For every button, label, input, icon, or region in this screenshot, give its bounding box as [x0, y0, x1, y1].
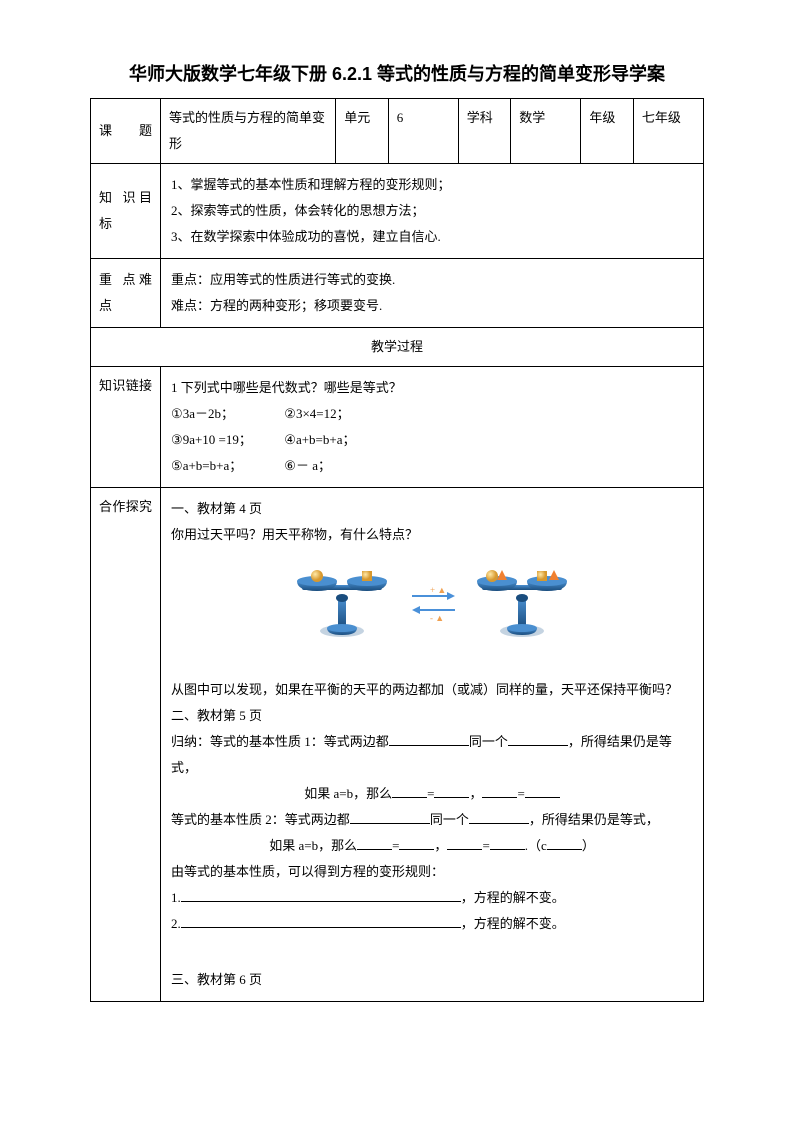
- link-r1b: ②3×4=12；: [284, 406, 349, 421]
- blank[interactable]: [525, 785, 560, 798]
- blank[interactable]: [399, 837, 434, 850]
- s2-r2: 2.: [171, 916, 181, 931]
- s2-rule: 由等式的基本性质，可以得到方程的变形规则：: [171, 859, 693, 885]
- worksheet-table: 课题 等式的性质与方程的简单变形 单元 6 学科 数学 年级 七年级 知 识目标…: [90, 98, 704, 1002]
- keypoints-line1: 重点：应用等式的性质进行等式的变换.: [171, 267, 693, 293]
- link-r1a: ①3a－2b；: [171, 401, 281, 427]
- link-row3: ⑤a+b=b+a； ⑥－ a；: [171, 453, 693, 479]
- link-r3a: ⑤a+b=b+a；: [171, 453, 281, 479]
- s2-prop1: 归纳：等式的基本性质 1：等式两边都同一个，所得结果仍是等式，: [171, 729, 693, 781]
- s1-title: 一、教材第 4 页: [171, 496, 693, 522]
- subject-value: 数学: [511, 99, 581, 164]
- explore-content: 一、教材第 4 页 你用过天平吗？用天平称物，有什么特点？: [161, 488, 704, 1002]
- s2-p2c: ，所得结果仍是等式，: [529, 812, 659, 827]
- s2-if2d: ）: [582, 838, 595, 853]
- balance-diagram: + ▲ - ▲: [171, 548, 693, 677]
- knowledge-row: 知 识目标 1、掌握等式的基本性质和理解方程的变形规则； 2、探索等式的性质，体…: [91, 164, 704, 259]
- link-r3b: ⑥－ a；: [284, 458, 331, 473]
- keypoints-label: 重 点难点: [91, 259, 161, 328]
- s2-title: 二、教材第 5 页: [171, 703, 693, 729]
- s2-r1: 1.: [171, 890, 181, 905]
- blank[interactable]: [389, 733, 469, 746]
- link-row: 知识链接 1 下列式中哪些是代数式？哪些是等式？ ①3a－2b； ②3×4=12…: [91, 367, 704, 488]
- knowledge-content: 1、掌握等式的基本性质和理解方程的变形规则； 2、探索等式的性质，体会转化的思想…: [161, 164, 704, 259]
- blank[interactable]: [447, 837, 482, 850]
- blank[interactable]: [469, 811, 529, 824]
- blank[interactable]: [547, 837, 582, 850]
- link-content: 1 下列式中哪些是代数式？哪些是等式？ ①3a－2b； ②3×4=12； ③9a…: [161, 367, 704, 488]
- keypoints-content: 重点：应用等式的性质进行等式的变换. 难点：方程的两种变形；移项要变号.: [161, 259, 704, 328]
- keypoints-row: 重 点难点 重点：应用等式的性质进行等式的变换. 难点：方程的两种变形；移项要变…: [91, 259, 704, 328]
- s2-if1b: ，: [469, 786, 482, 801]
- link-row1: ①3a－2b； ②3×4=12；: [171, 401, 693, 427]
- blank[interactable]: [490, 837, 525, 850]
- process-header-row: 教学过程: [91, 328, 704, 367]
- s1-observation: 从图中可以发现，如果在平衡的天平的两边都加（或减）同样的量，天平还保持平衡吗？: [171, 677, 693, 703]
- topic-label: 课题: [91, 99, 161, 164]
- link-question: 1 下列式中哪些是代数式？哪些是等式？: [171, 375, 693, 401]
- knowledge-line3: 3、在数学探索中体验成功的喜悦，建立自信心.: [171, 224, 693, 250]
- s2-rule2: 2. ，方程的解不变。: [171, 911, 693, 937]
- link-row2: ③9a+10 =19； ④a+b=b+a；: [171, 427, 693, 453]
- knowledge-line2: 2、探索等式的性质，体会转化的思想方法；: [171, 198, 693, 224]
- process-header: 教学过程: [91, 328, 704, 367]
- s2-if2: 如果 a=b，那么=，=.（c）: [171, 833, 693, 859]
- s2-if2a: 如果 a=b，那么: [269, 838, 357, 853]
- blank[interactable]: [181, 889, 461, 902]
- subject-label: 学科: [458, 99, 511, 164]
- s2-rule1: 1. ，方程的解不变。: [171, 885, 693, 911]
- blank[interactable]: [482, 785, 517, 798]
- blank[interactable]: [434, 785, 469, 798]
- blank[interactable]: [181, 915, 461, 928]
- grade-label: 年级: [581, 99, 634, 164]
- s2-if2b: ，: [434, 838, 447, 853]
- s1-question: 你用过天平吗？用天平称物，有什么特点？: [171, 522, 693, 548]
- s3-title: 三、教材第 6 页: [171, 967, 693, 993]
- s2-if1a: 如果 a=b，那么: [304, 786, 392, 801]
- link-r2b: ④a+b=b+a；: [284, 432, 355, 447]
- grade-value: 七年级: [633, 99, 703, 164]
- s2-p2b: 同一个: [430, 812, 469, 827]
- arrows-icon: + ▲ - ▲: [412, 585, 455, 623]
- s2-p2a: 等式的基本性质 2：等式两边都: [171, 812, 350, 827]
- s2-p1b: 同一个: [469, 734, 508, 749]
- svg-text:- ▲: - ▲: [430, 613, 444, 623]
- s2-if1: 如果 a=b，那么=，=: [171, 781, 693, 807]
- blank[interactable]: [357, 837, 392, 850]
- topic-value: 等式的性质与方程的简单变形: [161, 99, 336, 164]
- link-label: 知识链接: [91, 367, 161, 488]
- s2-r2end: ，方程的解不变。: [461, 916, 565, 931]
- s2-prop2: 等式的基本性质 2：等式两边都 同一个 ，所得结果仍是等式，: [171, 807, 693, 833]
- unit-label: 单元: [336, 99, 389, 164]
- blank[interactable]: [392, 785, 427, 798]
- s2-r1end: ，方程的解不变。: [461, 890, 565, 905]
- balance-svg: + ▲ - ▲: [272, 558, 592, 653]
- link-r2a: ③9a+10 =19；: [171, 427, 281, 453]
- header-row: 课题 等式的性质与方程的简单变形 单元 6 学科 数学 年级 七年级: [91, 99, 704, 164]
- explore-label: 合作探究: [91, 488, 161, 1002]
- s2-p1a: 归纳：等式的基本性质 1：等式两边都: [171, 734, 389, 749]
- blank[interactable]: [508, 733, 568, 746]
- s2-if2c: .（c: [525, 838, 547, 853]
- unit-value: 6: [388, 99, 458, 164]
- knowledge-label: 知 识目标: [91, 164, 161, 259]
- keypoints-line2: 难点：方程的两种变形；移项要变号.: [171, 293, 693, 319]
- blank[interactable]: [350, 811, 430, 824]
- knowledge-line1: 1、掌握等式的基本性质和理解方程的变形规则；: [171, 172, 693, 198]
- svg-text:+ ▲: + ▲: [430, 585, 446, 595]
- page-title: 华师大版数学七年级下册 6.2.1 等式的性质与方程的简单变形导学案: [90, 60, 704, 86]
- explore-row: 合作探究 一、教材第 4 页 你用过天平吗？用天平称物，有什么特点？: [91, 488, 704, 1002]
